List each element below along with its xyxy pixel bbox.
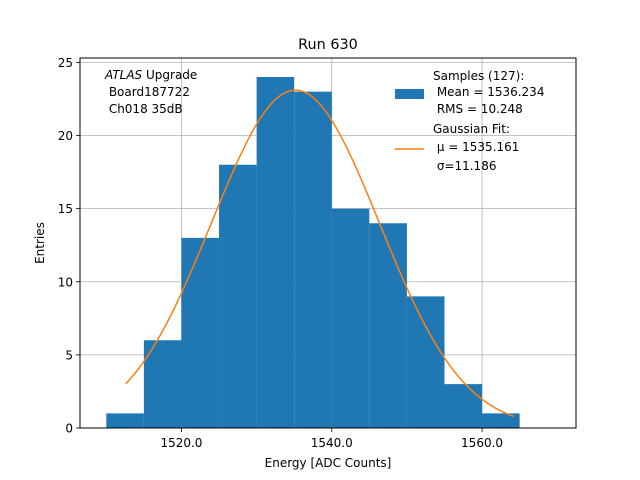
y-tick-label: 20 <box>58 129 73 143</box>
legend-hist-line1: Samples (127): <box>433 69 524 83</box>
annotation-channel: Ch018 35dB <box>105 102 183 116</box>
y-tick-label: 5 <box>65 348 73 362</box>
legend-hist-line3: RMS = 10.248 <box>433 102 523 116</box>
y-tick-label: 15 <box>58 202 73 216</box>
x-tick-label: 1520.0 <box>160 436 202 450</box>
histogram-bar <box>181 237 220 428</box>
histogram-bars <box>106 77 520 429</box>
x-axis-label: Energy [ADC Counts] <box>265 456 392 470</box>
histogram-bar <box>294 91 332 429</box>
fit-curve <box>125 89 514 418</box>
histogram-bar <box>406 296 445 428</box>
legend-hist-swatch <box>395 89 424 99</box>
legend-fit-line2: μ = 1535.161 <box>433 140 519 154</box>
histogram-bar <box>106 413 144 428</box>
x-tick-label: 1560.0 <box>461 436 503 450</box>
atlas-annotation: ATLAS Upgrade Board187722 Ch018 35dB <box>104 68 197 116</box>
annotation-board: Board187722 <box>105 85 190 99</box>
histogram-bar <box>143 340 182 428</box>
annotation-atlas: ATLAS <box>104 68 143 82</box>
histogram-bar <box>256 77 295 429</box>
histogram-bar <box>482 413 520 428</box>
histogram-bar <box>219 164 257 428</box>
histogram-bar <box>331 208 370 428</box>
y-tick-label: 0 <box>65 422 73 436</box>
legend-fit-line3: σ=11.186 <box>433 159 496 173</box>
histogram-bar <box>444 384 483 428</box>
x-tick-label: 1540.0 <box>311 436 353 450</box>
legend-hist-line2: Mean = 1536.234 <box>433 85 544 99</box>
gaussian-fit <box>125 89 514 418</box>
legend: Samples (127): Mean = 1536.234 RMS = 10.… <box>395 69 544 173</box>
axes-frame <box>79 57 577 429</box>
legend-fit-line1: Gaussian Fit: <box>433 122 510 136</box>
axis-ticks: 1520.0 1540.0 1560.0 0 5 10 15 20 25 <box>58 56 503 450</box>
chart-title: Run 630 <box>298 37 358 53</box>
y-axis-label: Entries <box>33 222 47 264</box>
y-tick-label: 10 <box>58 275 73 289</box>
annotation-line1: ATLAS Upgrade <box>104 68 197 82</box>
histogram-bar <box>369 223 407 428</box>
y-tick-label: 25 <box>58 56 73 70</box>
annotation-upgrade: Upgrade <box>142 68 197 82</box>
